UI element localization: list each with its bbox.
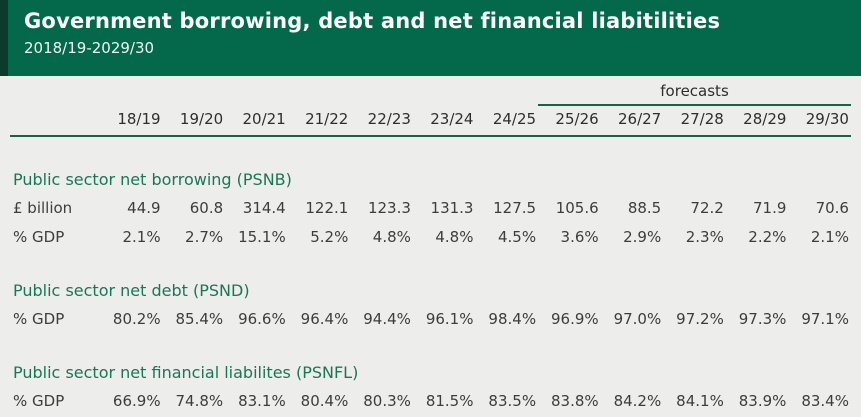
row-label: % GDP [13, 392, 65, 410]
data-value: 60.8 [189, 199, 224, 217]
data-value: 97.0% [613, 310, 662, 328]
page-subtitle: 2018/19-2029/30 [24, 39, 155, 57]
forecasts-header-row: forecasts [10, 82, 851, 106]
data-value: 123.3 [367, 199, 411, 217]
data-value: 96.4% [300, 310, 349, 328]
data-value: 122.1 [305, 199, 349, 217]
data-value: 4.8% [435, 228, 474, 246]
data-value: 2.2% [748, 228, 787, 246]
data-value: 105.6 [555, 199, 599, 217]
data-value: 127.5 [493, 199, 537, 217]
row-label: % GDP [13, 228, 65, 246]
years-header-row: 18/19 19/20 20/21 21/22 22/23 23/24 24/25 25/26… [10, 109, 851, 137]
row-label: % GDP [13, 310, 65, 328]
year-column-header: 20/21 [242, 110, 286, 128]
data-value: 96.9% [551, 310, 599, 328]
table-row: % GDP 2.1% 2.7% 15.1% 5.2% 4.8% 4.8% 4.5% 3.6% 2.… [10, 227, 851, 248]
year-column-header: 22/23 [367, 110, 411, 128]
data-value: 2.1% [122, 228, 161, 246]
year-column-header: 21/22 [305, 110, 349, 128]
data-value: 2.3% [685, 228, 724, 246]
section-title: Public sector net debt (PSND) [13, 281, 250, 300]
data-value: 97.2% [676, 310, 724, 328]
year-column-header: 18/19 [117, 110, 161, 128]
data-value: 97.3% [738, 310, 787, 328]
data-value: 44.9 [127, 199, 161, 217]
year-column-header: 29/30 [805, 110, 849, 128]
data-value: 81.5% [425, 392, 474, 410]
data-value: 2.1% [810, 228, 849, 246]
table-row: % GDP 66.9% 74.8% 83.1% 80.4% 80.3% 81.5% 83.5%… [10, 391, 851, 412]
data-value: 74.8% [175, 392, 224, 410]
data-value: 88.5 [627, 199, 662, 217]
year-column-header: 25/26 [555, 110, 599, 128]
data-value: 83.5% [488, 392, 537, 410]
data-value: 98.4% [488, 310, 537, 328]
data-value: 83.4% [801, 392, 849, 410]
year-column-header: 24/25 [492, 110, 537, 128]
section-title: Public sector net financial liabilites (… [13, 363, 359, 382]
data-value: 2.9% [623, 228, 662, 246]
data-value: 314.4 [242, 199, 286, 217]
data-value: 83.9% [738, 392, 787, 410]
data-value: 83.1% [238, 392, 286, 410]
data-value: 85.4% [175, 310, 224, 328]
year-column-header: 26/27 [618, 110, 662, 128]
data-value: 5.2% [310, 228, 349, 246]
data-value: 84.1% [676, 392, 724, 410]
data-value: 84.2% [613, 392, 662, 410]
row-label: £ billion [13, 199, 73, 217]
data-value: 97.1% [801, 310, 849, 328]
data-value: 15.1% [238, 228, 286, 246]
data-value: 4.5% [497, 228, 537, 246]
data-value: 96.6% [238, 310, 286, 328]
data-value: 96.1% [425, 310, 474, 328]
data-value: 3.6% [560, 228, 599, 246]
data-value: 70.6 [815, 199, 849, 217]
year-column-header: 28/29 [743, 110, 787, 128]
data-value: 80.3% [363, 392, 411, 410]
data-value: 4.8% [372, 228, 411, 246]
data-value: 71.9 [753, 199, 787, 217]
forecasts-label: forecasts [538, 82, 851, 106]
data-value: 80.2% [112, 310, 161, 328]
year-column-header: 19/20 [179, 110, 224, 128]
table-row: % GDP 80.2% 85.4% 96.6% 96.4% 94.4% 96.1% 98.4%… [10, 309, 851, 330]
data-value: 2.7% [185, 228, 224, 246]
data-value: 80.4% [300, 392, 349, 410]
data-value: 72.2 [690, 199, 724, 217]
data-value: 94.4% [363, 310, 411, 328]
table-row: £ billion 44.9 60.8 314.4 122.1 123.3 131.3 127… [10, 198, 851, 219]
section-title: Public sector net borrowing (PSNB) [13, 170, 292, 189]
year-column-header: 23/24 [430, 110, 474, 128]
data-value: 131.3 [430, 199, 474, 217]
header-banner: Government borrowing, debt and net finan… [0, 0, 861, 76]
table-area: forecasts 18/19 19/20 20/21 21/22 22/23 23/24… [0, 82, 861, 412]
year-column-header: 27/28 [680, 110, 724, 128]
data-value: 83.8% [551, 392, 599, 410]
data-value: 66.9% [112, 392, 161, 410]
page-title: Government borrowing, debt and net finan… [24, 9, 721, 33]
table-sections: Public sector net borrowing (PSNB) £ bill… [10, 170, 851, 412]
